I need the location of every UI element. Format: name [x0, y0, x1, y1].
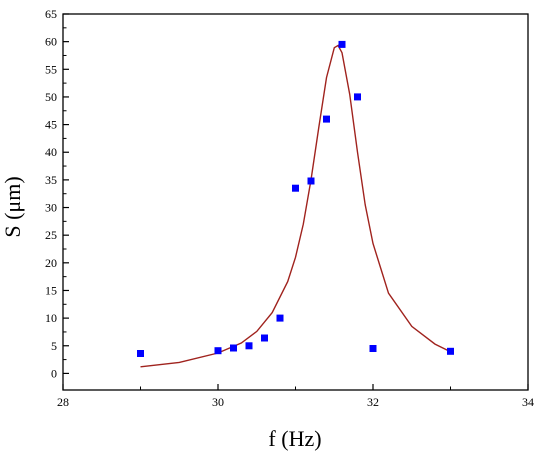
data-point — [230, 344, 237, 352]
data-point — [307, 177, 315, 185]
x-axis-title: f (Hz) — [268, 426, 321, 451]
y-tick-label: 40 — [45, 145, 57, 159]
y-tick-label: 20 — [45, 256, 57, 270]
data-point — [214, 347, 222, 355]
y-tick-label: 45 — [45, 118, 57, 132]
data-point — [292, 184, 299, 192]
plot-frame — [62, 13, 529, 391]
series-layer — [137, 40, 454, 368]
data-point — [276, 314, 284, 322]
y-axis-title: S (μm) — [0, 176, 25, 237]
data-point — [369, 345, 377, 352]
y-tick-label: 65 — [45, 7, 57, 21]
y-tick-label: 35 — [45, 173, 57, 187]
data-point — [447, 347, 454, 355]
y-tick-label: 5 — [51, 339, 57, 353]
y-tick-label: 55 — [45, 62, 57, 76]
fit-curve — [140, 44, 451, 368]
y-tick-label: 25 — [45, 228, 57, 242]
y-tick-label: 15 — [45, 283, 57, 297]
data-point — [245, 342, 253, 350]
y-tick-label: 30 — [45, 201, 57, 215]
data-point — [323, 115, 330, 123]
axes: 28 30 32 34 0 5 10 15 20 25 30 35 40 45 50 55 60 65 — [45, 7, 534, 409]
x-tick-label: 32 — [367, 395, 379, 409]
y-tick-label: 50 — [45, 90, 57, 104]
data-point — [261, 334, 268, 342]
data-point — [338, 40, 346, 48]
y-tick-label: 10 — [45, 311, 57, 325]
x-tick-label: 28 — [57, 395, 69, 409]
data-point — [137, 350, 144, 357]
x-tick-label: 34 — [522, 395, 534, 409]
data-point — [354, 93, 361, 101]
y-tick-label: 60 — [45, 35, 57, 49]
y-tick-label: 0 — [51, 366, 57, 380]
x-tick-label: 30 — [212, 395, 224, 409]
